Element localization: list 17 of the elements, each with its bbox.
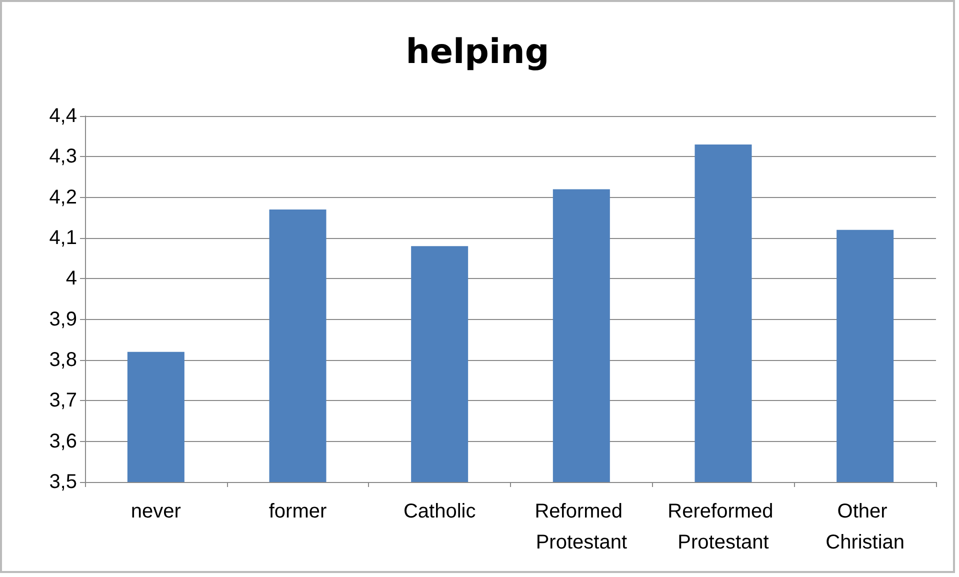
x-tick-label: never (130, 500, 182, 522)
y-tick-label: 4 (66, 268, 77, 290)
chart-title: helping (406, 32, 550, 72)
x-tick-label: former (268, 500, 327, 522)
y-tick-label: 3,9 (49, 308, 77, 330)
y-tick-label: 3,7 (49, 390, 77, 412)
y-tick-label: 3,5 (49, 471, 77, 493)
y-tick-label: 3,6 (49, 430, 77, 452)
x-tick-label: Rereformed Protestant (668, 500, 779, 554)
x-tick-label: Other Christian (826, 500, 905, 554)
y-tick-label: 4,4 (49, 105, 77, 127)
y-tick-label: 4,3 (49, 146, 77, 168)
y-tick-label: 3,8 (49, 349, 77, 371)
x-tick-label: Reformed Protestant (534, 500, 628, 554)
y-tick-label: 4,1 (49, 227, 77, 249)
y-tick-label: 4,2 (49, 186, 77, 208)
x-tick-label: Catholic (403, 500, 476, 522)
